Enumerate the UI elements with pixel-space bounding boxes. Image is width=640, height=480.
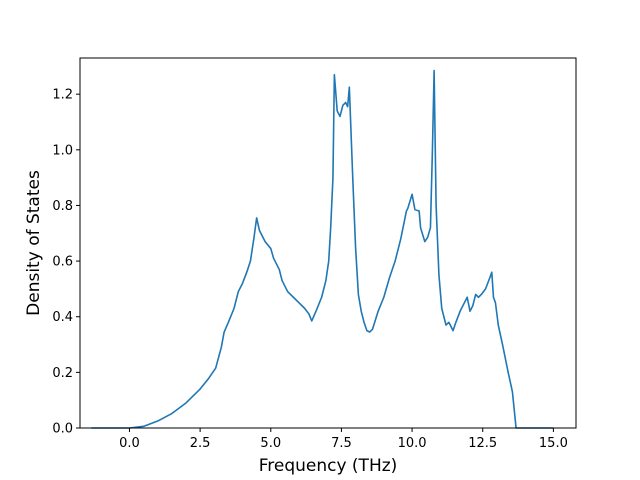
y-tick-label: 0.8	[52, 199, 73, 214]
x-tick-label: 0.0	[119, 436, 140, 451]
y-tick-label: 0.6	[52, 255, 73, 270]
x-tick-label: 12.5	[468, 436, 497, 451]
x-tick-label: 5.0	[260, 436, 281, 451]
x-tick-label: 15.0	[539, 436, 568, 451]
plot-area	[91, 69, 554, 429]
y-tick-label: 0.0	[52, 422, 73, 437]
axes-frame	[79, 57, 577, 429]
x-axis-label: Frequency (THz)	[259, 456, 398, 476]
y-axis-label: Density of States	[24, 170, 44, 316]
x-tick-label: 2.5	[190, 436, 211, 451]
y-tick-label: 0.2	[52, 366, 73, 381]
y-tick-label: 1.0	[52, 143, 73, 158]
y-tick-label: 0.4	[52, 310, 73, 325]
axis-ticks: 0.0 2.5 5.0 7.5 10.0 12.5 15.0 0.0 0.2 0.4 0.6 0.8 1…	[52, 88, 568, 451]
x-tick-label: 7.5	[331, 436, 352, 451]
x-tick-label: 10.0	[398, 436, 427, 451]
y-tick-label: 1.2	[52, 88, 73, 103]
dos-series-line	[91, 69, 554, 429]
